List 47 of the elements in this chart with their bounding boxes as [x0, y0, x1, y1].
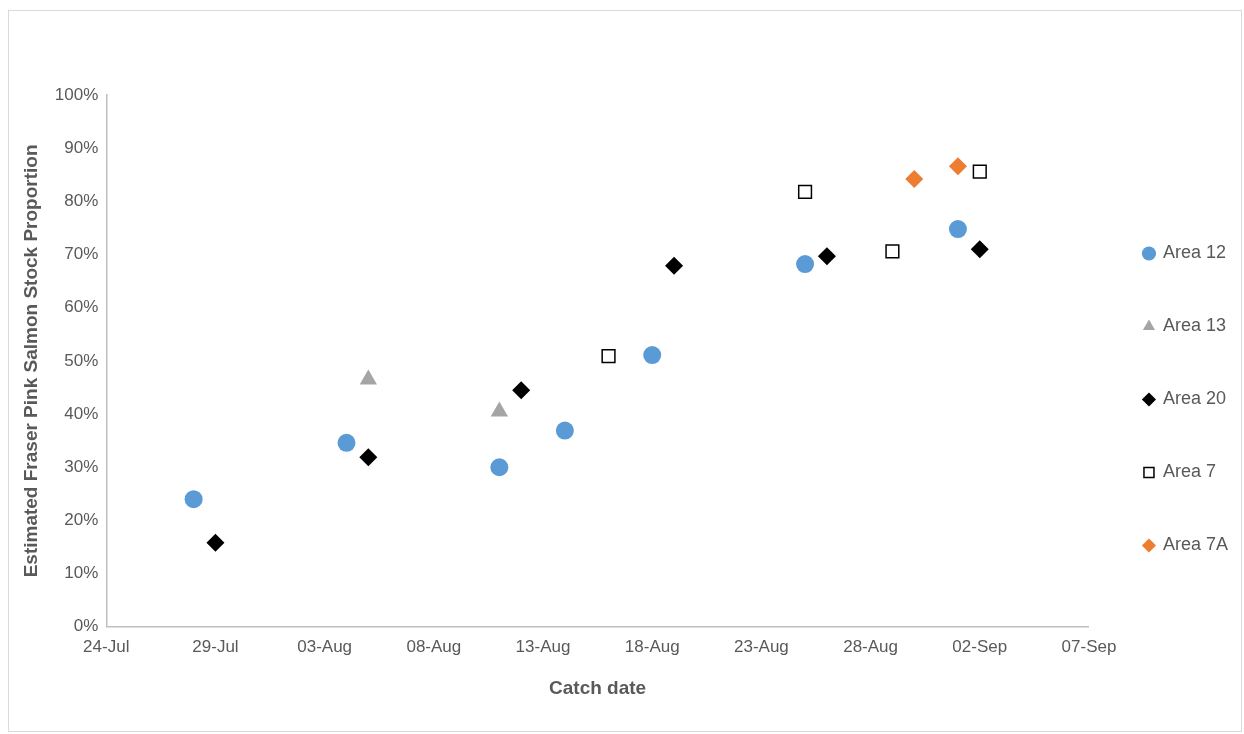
point: [601, 349, 616, 364]
point: [337, 433, 356, 452]
y-axis-title: Estimated Fraser Pink Salmon Stock Proportion: [19, 144, 41, 578]
x-axis-title: Catch date: [549, 676, 647, 698]
point: [796, 255, 815, 274]
point: [643, 346, 662, 365]
point: [512, 381, 531, 400]
point: [555, 421, 574, 440]
legend-label: Area 7: [1162, 461, 1217, 482]
y-tick-label: 50%: [64, 350, 99, 370]
y-tick-label: 80%: [64, 191, 99, 211]
point: [184, 490, 203, 509]
y-tick-label: 20%: [64, 510, 99, 530]
point: [905, 170, 924, 189]
legend-label: Area 20: [1162, 388, 1227, 409]
x-tick-label: 29-Jul: [192, 636, 239, 656]
x-tick-label: 18-Aug: [624, 636, 680, 656]
y-tick-label: 70%: [64, 244, 99, 264]
legend-label: Area 7A: [1162, 534, 1229, 555]
x-tick-label: 02-Sep: [952, 636, 1008, 656]
x-tick-label: 03-Aug: [297, 636, 353, 656]
point: [490, 458, 509, 477]
x-tick-label: 23-Aug: [733, 636, 789, 656]
point: [948, 220, 967, 239]
point: [972, 164, 987, 179]
y-tick-label: 30%: [64, 456, 99, 476]
x-tick-label: 08-Aug: [406, 636, 462, 656]
point: [665, 256, 684, 275]
y-tick-label: 0%: [73, 616, 99, 636]
point: [797, 184, 813, 199]
point: [359, 448, 378, 467]
point: [817, 247, 836, 266]
x-tick-label: 28-Aug: [843, 636, 898, 656]
point: [948, 157, 967, 176]
y-tick-label: 100%: [54, 84, 99, 104]
point: [206, 533, 225, 552]
y-tick-label: 10%: [64, 563, 99, 583]
x-tick-label: 07-Sep: [1061, 636, 1117, 656]
point: [970, 240, 989, 259]
point: [885, 244, 900, 259]
y-tick-label: 90%: [64, 137, 99, 157]
y-tick-label: 60%: [64, 297, 99, 317]
legend-label: Area 13: [1162, 315, 1227, 336]
x-tick-label: 24-Jul: [83, 636, 130, 656]
legend-label: Area 12: [1162, 242, 1227, 263]
x-tick-label: 13-Aug: [515, 636, 571, 656]
y-tick-label: 40%: [64, 403, 99, 423]
